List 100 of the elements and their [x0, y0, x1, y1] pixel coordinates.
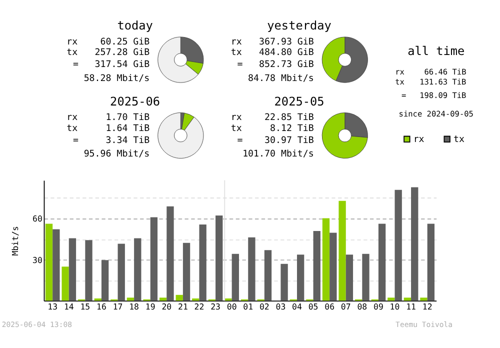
- text: rx: [66, 112, 78, 123]
- bar: [362, 254, 370, 301]
- x-tick-label: 12: [422, 301, 432, 312]
- x-tick-label: 16: [96, 301, 106, 312]
- text: 2025-06-04 13:08: [2, 320, 72, 330]
- x-tick-label: 14: [64, 301, 74, 312]
- x-tick-label: 02: [259, 301, 270, 312]
- text: 317.54 GiB: [94, 60, 150, 70]
- text: 8.12 TiB: [270, 124, 314, 134]
- chart-title: yesterday: [267, 18, 332, 33]
- x-tick-label: 05: [308, 301, 318, 312]
- y-axis-title: Mbit/s: [10, 226, 20, 256]
- text: 22.85 TiB: [264, 112, 314, 123]
- bar: [118, 244, 125, 301]
- text: 30.97 TiB: [264, 136, 314, 146]
- text: 367.93 GiB: [259, 37, 314, 48]
- bar: [62, 266, 69, 301]
- bar: [68, 238, 76, 301]
- text: 60.25 GiB: [100, 37, 150, 48]
- text: rx: [66, 37, 78, 48]
- bar: [126, 298, 134, 301]
- text: =: [237, 60, 244, 70]
- donut-slice: [158, 112, 204, 159]
- x-tick-label: 06: [324, 301, 335, 312]
- text: 84.78 Mbit/s: [248, 74, 314, 84]
- bar: [404, 298, 412, 301]
- legend-label: tx: [453, 134, 465, 145]
- bar: [45, 224, 53, 301]
- donut-slice: [322, 112, 368, 159]
- x-tick-label: 08: [357, 301, 368, 312]
- bar: [159, 298, 167, 301]
- chart-title: 2025-05: [274, 94, 324, 108]
- legend-label: rx: [413, 134, 425, 145]
- bar: [420, 298, 428, 301]
- x-tick-label: 01: [243, 301, 254, 312]
- x-tick-label: 09: [374, 301, 384, 312]
- text: tx: [66, 124, 78, 134]
- x-tick-label: 17: [112, 301, 123, 312]
- bar: [166, 206, 174, 301]
- bar: [330, 232, 337, 301]
- x-tick-label: 04: [292, 301, 302, 312]
- bar: [101, 260, 109, 301]
- text: 3.34 TiB: [106, 136, 150, 146]
- x-tick-label: 19: [145, 301, 156, 312]
- bar: [216, 216, 223, 301]
- text: =: [72, 60, 79, 70]
- text: 58.28 Mbit/s: [84, 74, 150, 84]
- text: all time: [408, 44, 465, 58]
- bar: [264, 250, 272, 301]
- text: rx: [230, 37, 242, 48]
- x-tick-label: 00: [226, 301, 237, 312]
- text: 484.80 GiB: [259, 48, 314, 58]
- y-tick-label: 30: [32, 254, 42, 265]
- x-tick-label: 11: [406, 301, 416, 312]
- text: 101.70 Mbit/s: [242, 149, 314, 160]
- text: 852.73 GiB: [259, 60, 314, 70]
- text: rx: [230, 112, 242, 123]
- bar: [199, 224, 206, 301]
- bar: [338, 200, 346, 301]
- text: tx: [230, 124, 242, 134]
- text: 1.64 TiB: [106, 124, 150, 134]
- bar: [296, 254, 304, 301]
- text: tx: [66, 48, 78, 58]
- bar: [280, 264, 288, 301]
- text: Teemu Toivola: [396, 320, 453, 330]
- bar: [182, 242, 190, 301]
- x-tick-label: 10: [390, 301, 400, 312]
- bar: [248, 237, 256, 301]
- bar: [232, 254, 239, 301]
- text: tx: [230, 48, 242, 58]
- x-tick-label: 18: [129, 301, 140, 312]
- bar: [52, 229, 60, 301]
- text: 95.96 Mbit/s: [84, 149, 150, 160]
- bar: [322, 218, 330, 301]
- bar: [176, 294, 183, 301]
- bar: [394, 190, 402, 301]
- x-tick-label: 21: [178, 301, 188, 312]
- bar: [134, 238, 142, 301]
- x-tick-label: 13: [48, 301, 58, 312]
- y-tick-label: 60: [32, 214, 42, 224]
- bar: [313, 230, 320, 301]
- x-tick-label: 22: [194, 301, 204, 312]
- bar: [346, 254, 354, 301]
- x-tick-label: 20: [162, 301, 172, 312]
- chart-title: 2025-06: [110, 94, 160, 108]
- text: =: [237, 136, 244, 146]
- x-tick-label: 03: [276, 301, 286, 312]
- chart-title: today: [117, 18, 153, 33]
- bar: [85, 240, 92, 301]
- bar: [378, 224, 386, 301]
- bar: [411, 187, 418, 301]
- text: 257.28 GiB: [94, 48, 150, 58]
- text: =: [72, 136, 79, 146]
- x-tick-label: 07: [340, 301, 351, 312]
- bar: [388, 298, 395, 301]
- x-tick-label: 23: [210, 301, 221, 312]
- text: 1.70 TiB: [106, 112, 150, 123]
- bar: [150, 217, 158, 301]
- x-tick-label: 15: [80, 301, 90, 312]
- bar: [427, 224, 434, 301]
